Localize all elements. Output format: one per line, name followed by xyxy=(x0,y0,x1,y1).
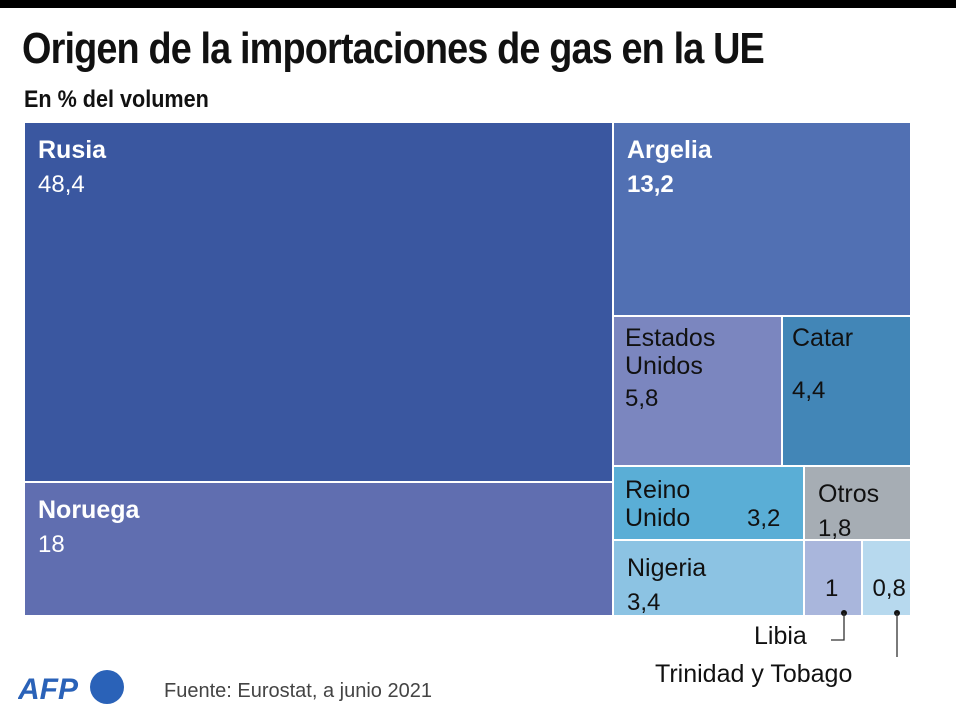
afp-logo: AFP xyxy=(18,670,124,706)
cell-rect-estados-unidos xyxy=(612,315,783,467)
cell-rect-noruega xyxy=(23,481,614,617)
cell-name-otros: Otros xyxy=(818,480,879,508)
leader-line-libia xyxy=(831,613,845,641)
annotation-libia: Libia xyxy=(754,622,807,650)
cell-name-estados-unidos: Estados xyxy=(625,324,715,352)
cell-rect-argelia xyxy=(612,121,912,317)
cell-name-argelia: Argelia xyxy=(627,136,713,164)
source-note: Fuente: Eurostat, a junio 2021 xyxy=(164,680,432,702)
cell-value-reino-unido: 3,2 xyxy=(747,505,780,532)
cell-name-noruega: Noruega xyxy=(38,496,141,524)
cell-rect-libia xyxy=(803,539,863,617)
cell-name-estados-unidos-2: Unidos xyxy=(625,352,703,380)
cell-value-rusia: 48,4 xyxy=(38,171,85,198)
cell-rect-catar xyxy=(781,315,912,467)
cell-rect-otros xyxy=(803,465,912,541)
cell-value-nigeria: 3,4 xyxy=(627,589,660,616)
cell-value-libia: 1 xyxy=(825,575,838,602)
cell-rect-nigeria xyxy=(612,539,805,617)
cell-rect-reino-unido xyxy=(612,465,805,541)
cell-catar: Catar 4,4 xyxy=(781,315,912,467)
cell-noruega: Noruega 18 xyxy=(23,481,614,617)
cell-value-trinidad-y-tobago: 0,8 xyxy=(873,575,906,602)
cell-value-estados-unidos: 5,8 xyxy=(625,385,658,412)
cell-nigeria: Nigeria 3,4 xyxy=(612,539,805,617)
cell-rusia: Rusia 48,4 xyxy=(23,121,614,483)
cell-name-reino-unido-2: Unido xyxy=(625,504,690,532)
chart-title: Origen de la importaciones de gas en la … xyxy=(22,24,765,73)
cell-rect-rusia xyxy=(23,121,614,483)
cell-name-catar: Catar xyxy=(792,324,853,352)
cell-name-nigeria: Nigeria xyxy=(627,554,706,582)
leader-libia xyxy=(831,610,847,641)
chart-subtitle: En % del volumen xyxy=(24,86,209,113)
cell-libia: 1 xyxy=(803,539,863,617)
top-rule xyxy=(0,0,956,8)
cell-argelia: Argelia 13,2 xyxy=(612,121,912,317)
cell-value-otros: 1,8 xyxy=(818,515,851,542)
cell-rect-trinidad-y-tobago xyxy=(861,539,912,617)
cell-name-rusia: Rusia xyxy=(38,136,107,164)
leader-trinidad xyxy=(894,610,900,657)
afp-logo-text: AFP xyxy=(18,673,79,706)
cell-name-reino-unido: Reino xyxy=(625,476,690,504)
annotation-trinidad-y-tobago: Trinidad y Tobago xyxy=(655,660,853,688)
cell-otros: Otros 1,8 xyxy=(803,465,912,542)
afp-logo-dot xyxy=(90,670,124,704)
cell-value-catar: 4,4 xyxy=(792,377,825,404)
cell-trinidad-y-tobago: 0,8 xyxy=(861,539,912,617)
cell-value-noruega: 18 xyxy=(38,531,65,558)
cell-value-argelia: 13,2 xyxy=(627,171,674,198)
